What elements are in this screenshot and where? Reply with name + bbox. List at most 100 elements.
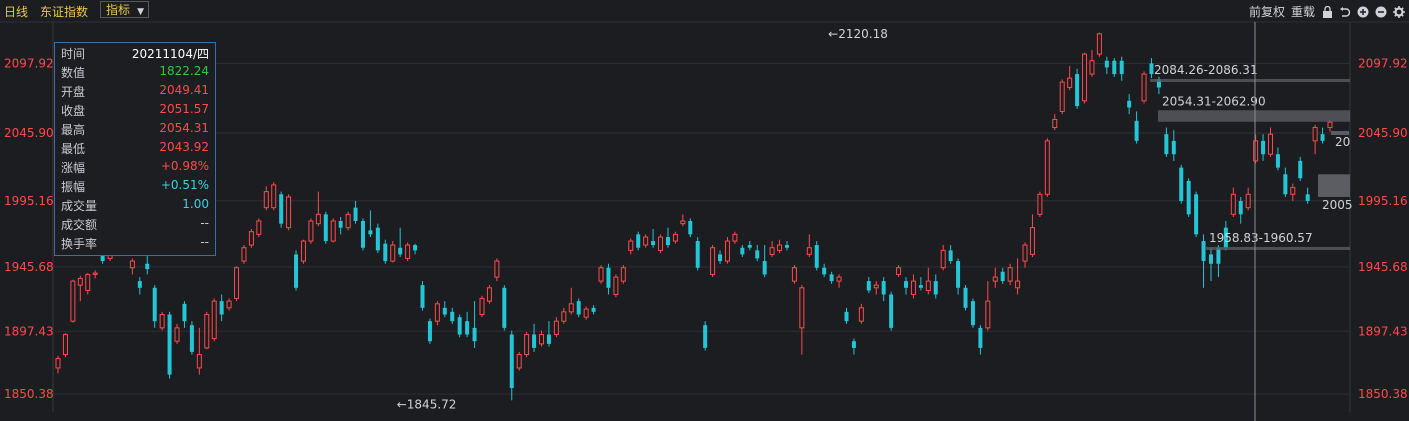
candle-body-up (620, 267, 626, 282)
candle-body-down (457, 317, 462, 335)
info-value: 1822.24 (159, 64, 209, 78)
candle-body-up (248, 231, 254, 246)
candle-body-down (1134, 120, 1139, 141)
y-tick-label-left: 2045.90 (4, 126, 54, 140)
candle-body-down (532, 334, 537, 348)
candle-body-down (889, 294, 894, 328)
candle-body-up (628, 240, 634, 251)
candle-body-down (740, 247, 745, 255)
edge-label: 20 (1335, 135, 1350, 149)
info-row: 振幅 +0.51% (61, 178, 209, 196)
candle-body-up (1141, 73, 1147, 102)
candle-body-down (1298, 160, 1303, 179)
candle-body-down (703, 325, 708, 348)
candle-body-down (933, 281, 938, 295)
candle-body-up (494, 260, 500, 278)
y-tick-label-left: 1850.38 (4, 387, 54, 401)
y-tick-label-right: 1897.43 (1358, 324, 1408, 338)
candle-body-up (568, 303, 574, 313)
info-row: 收盘 2051.57 (61, 102, 209, 120)
indicator-select[interactable]: 指标 ▼ (100, 1, 150, 18)
candle-body-up (561, 311, 567, 322)
gear-icon[interactable] (1393, 5, 1405, 18)
candle-body-down (450, 311, 455, 322)
candle-body-down (651, 241, 656, 246)
lock-icon[interactable] (1321, 5, 1333, 18)
candle-body-down (718, 254, 723, 262)
candle-body-down (1194, 194, 1199, 235)
candle-body-up (129, 260, 135, 269)
candle-body-up (1327, 121, 1333, 129)
index-name[interactable]: 东证指数 (40, 5, 89, 19)
candle-body-up (92, 272, 98, 275)
candle-body-down (502, 287, 507, 328)
y-tick-label-left: 1897.43 (4, 324, 54, 338)
edge-label: 2005 (1322, 198, 1353, 212)
adjust-button[interactable]: 前复权 (1248, 5, 1285, 19)
candle-body-down (978, 327, 983, 348)
info-value: 2049.41 (159, 83, 209, 97)
candle-body-down (1320, 134, 1325, 141)
info-row: 开盘 2049.41 (61, 83, 209, 101)
candle-body-down (338, 221, 343, 228)
candle-body-up (315, 213, 321, 225)
y-tick-label-right: 2045.90 (1358, 126, 1408, 140)
candle-body-down (665, 237, 670, 246)
candle-body-down (1275, 154, 1280, 168)
candle-body-up (159, 314, 165, 329)
candle-body-down (137, 281, 142, 288)
price-zone (1158, 110, 1350, 122)
candle-body-down (152, 287, 157, 322)
candle-body-up (680, 220, 686, 225)
candle-body-up (710, 247, 716, 275)
candle-body-up (613, 276, 619, 295)
zoom-in-icon[interactable] (1357, 6, 1369, 18)
info-label: 成交量 (61, 199, 98, 213)
candle-body-up (70, 280, 76, 322)
info-label: 成交额 (61, 218, 98, 232)
candle-body-down (1156, 79, 1161, 88)
candle-body-down (948, 250, 953, 262)
info-label: 换手率 (61, 237, 98, 251)
candle-body-down (368, 230, 373, 235)
candle-body-down (1283, 174, 1288, 195)
candle-body-down (1261, 140, 1266, 155)
info-row: 最高 2054.31 (61, 121, 209, 139)
tab-daily[interactable]: 日线 (4, 5, 29, 19)
candle-body-up (858, 307, 864, 322)
candle-body-up (486, 287, 492, 302)
candle-body-down (1104, 60, 1109, 68)
info-value: 2054.31 (159, 121, 209, 135)
y-tick-label-right: 2097.92 (1358, 57, 1408, 71)
candle-body-up (539, 334, 545, 345)
redraw-button[interactable]: 重载 (1290, 5, 1315, 19)
price-zone-label: 1958.83-1960.57 (1209, 231, 1313, 245)
candle-body-down (1000, 271, 1005, 282)
info-row: 换手率 -- (61, 235, 209, 253)
candle-body-down (1201, 241, 1206, 262)
candle-body-down (762, 261, 767, 275)
info-row: 时间 20211104/四 (61, 45, 209, 63)
candle-body-up (1022, 244, 1028, 262)
candle-body-down (829, 274, 834, 282)
candle-body-up (1015, 280, 1021, 289)
y-tick-label-left: 1945.68 (4, 260, 54, 274)
candle-body-down (360, 221, 365, 248)
caret-down-icon: ▼ (137, 7, 145, 17)
candle-body-up (896, 267, 902, 275)
zoom-out-icon[interactable] (1375, 6, 1387, 18)
edge-box (1318, 174, 1350, 197)
candle-body-down (844, 311, 849, 322)
candle-body-down (784, 245, 789, 248)
undo-icon[interactable] (1339, 6, 1351, 18)
candle-body-up (1096, 33, 1102, 55)
candle-body-down (1305, 194, 1310, 201)
y-tick-label-right: 1945.68 (1358, 260, 1408, 274)
candle-body-up (174, 327, 180, 342)
candle-body-up (1089, 60, 1095, 75)
candle-body-down (398, 247, 403, 255)
candle-body-down (963, 287, 968, 308)
candle-body-up (271, 184, 277, 209)
candle-body-up (806, 247, 812, 255)
